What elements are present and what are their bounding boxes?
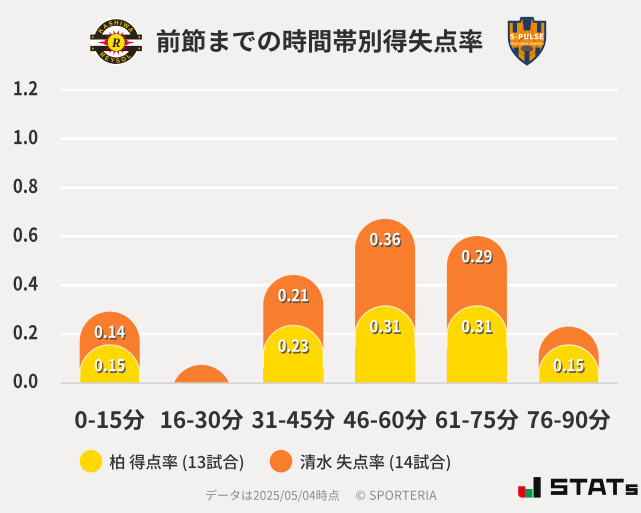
svg-text:R: R xyxy=(111,35,121,50)
